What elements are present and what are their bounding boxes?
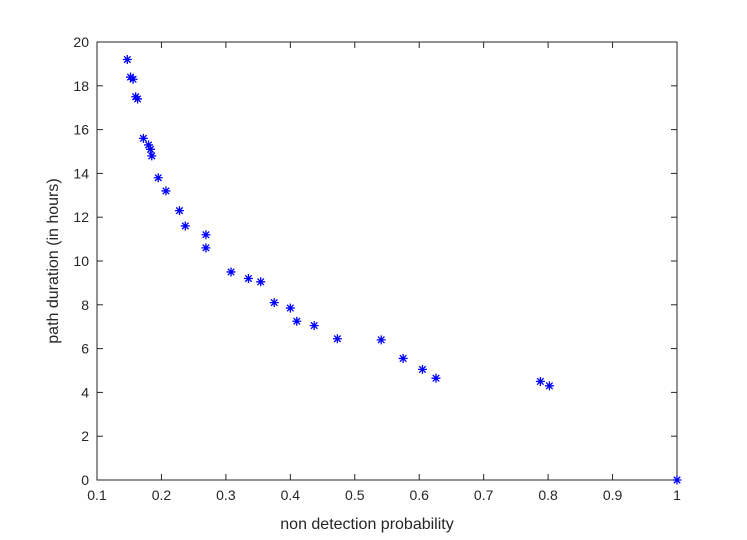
y-tick-label: 6 (81, 341, 89, 357)
data-point (285, 303, 295, 313)
data-point (226, 267, 236, 277)
data-points (122, 55, 682, 485)
y-axis-label: path duration (in hours) (45, 178, 62, 343)
x-tick-label: 0.7 (474, 487, 494, 503)
x-tick-label: 0.6 (409, 487, 429, 503)
y-tick-label: 8 (81, 297, 89, 313)
data-point (332, 334, 342, 344)
data-point (133, 94, 143, 104)
x-tick-label: 0.4 (281, 487, 301, 503)
data-point (309, 321, 319, 331)
plot-area (96, 41, 678, 481)
x-tick-label: 0.9 (603, 487, 623, 503)
x-tick-label: 0.3 (216, 487, 236, 503)
data-point (138, 133, 148, 143)
y-tick-label: 18 (73, 78, 89, 94)
y-tick-label: 0 (81, 472, 89, 488)
data-point (174, 206, 184, 216)
data-point (180, 221, 190, 231)
data-point (417, 364, 427, 374)
axis-ticks: 0.1 0.2 0.3 0.4 0.5 0.6 0.7 0.8 0.9 1024681012141… (73, 34, 681, 503)
data-point (128, 74, 138, 84)
y-tick-label: 16 (73, 122, 89, 138)
data-point (153, 173, 163, 183)
y-tick-label: 14 (73, 165, 89, 181)
data-point (269, 298, 279, 308)
y-tick-label: 20 (73, 34, 89, 50)
data-point (535, 376, 545, 386)
y-tick-label: 2 (81, 428, 89, 444)
y-tick-label: 10 (73, 253, 89, 269)
data-point (376, 335, 386, 345)
data-point (201, 243, 211, 253)
y-tick-label: 12 (73, 209, 89, 225)
data-point (147, 151, 157, 161)
x-tick-label: 0.5 (345, 487, 365, 503)
data-point (431, 373, 441, 383)
x-tick-label: 0.8 (538, 487, 558, 503)
x-tick-label: 0.2 (152, 487, 172, 503)
data-point (544, 381, 554, 391)
data-point (161, 186, 171, 196)
data-point (398, 353, 408, 363)
x-axis-label: non detection probability (280, 516, 453, 533)
data-point (243, 274, 253, 284)
data-point (122, 55, 132, 65)
data-point (672, 475, 682, 485)
data-point (201, 230, 211, 240)
data-point (145, 144, 155, 154)
data-point (144, 140, 154, 150)
y-tick-label: 4 (81, 384, 89, 400)
data-point (256, 277, 266, 287)
data-point (292, 316, 302, 326)
x-tick-label: 0.1 (87, 487, 107, 503)
x-tick-label: 1 (673, 487, 681, 503)
